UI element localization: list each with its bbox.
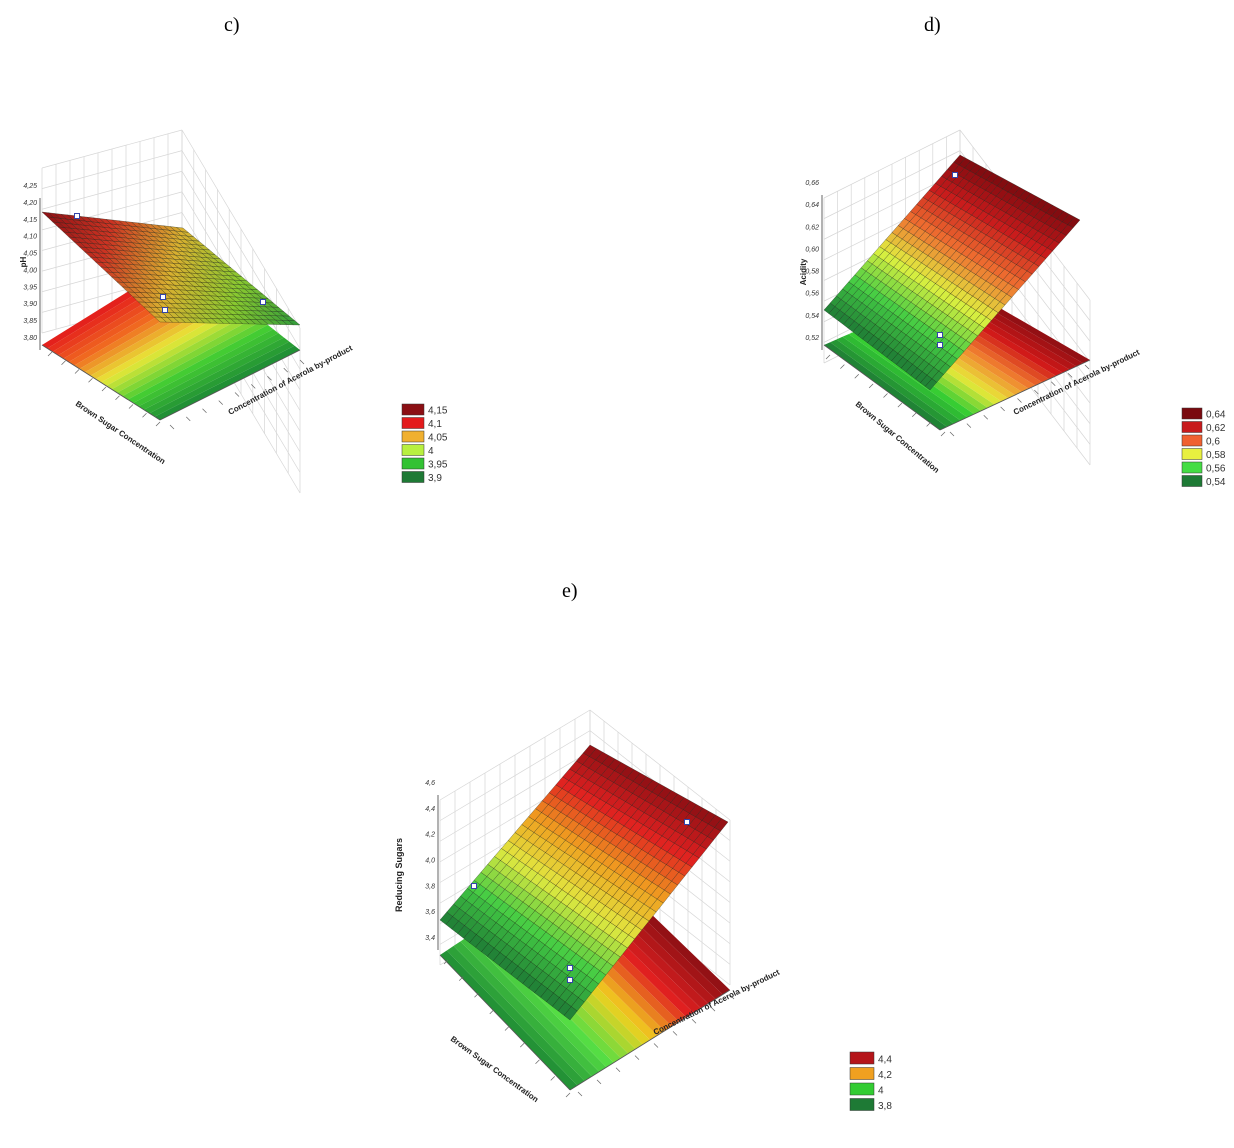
z-tick-label: 3,80	[23, 335, 37, 342]
z-tick-label: 0,52	[805, 335, 819, 342]
z-tick-label: 4,05	[23, 251, 37, 258]
z-axis-label: Reducing Sugars	[394, 838, 404, 912]
response-surface-e	[439, 744, 729, 1021]
z-tick-label: 4,10	[23, 234, 37, 241]
legend-swatch	[1181, 475, 1203, 487]
z-tick-label: 4,4	[425, 806, 435, 813]
design-point	[567, 977, 573, 983]
z-tick-label: 4,6	[425, 780, 435, 787]
panel-label-d: d)	[924, 14, 941, 36]
design-point	[74, 213, 80, 219]
floor-ticks-d	[825, 354, 1090, 437]
z-tick-label: 4,20	[23, 200, 37, 207]
z-tick-label: 0,64	[805, 202, 819, 209]
legend-label: 0,56	[1206, 464, 1226, 475]
legend-swatch	[401, 417, 425, 429]
z-axis-label: pH	[19, 256, 28, 267]
legend-c: 4,15 4,1 4,05 4 3,95 3,9	[401, 403, 448, 484]
legend-swatch	[849, 1082, 875, 1096]
legend-e: 4,4 4,2 4 3,8	[849, 1051, 892, 1112]
z-tick-label: 0,58	[805, 269, 819, 276]
legend-label: 4	[428, 446, 434, 457]
legend-label: 3,95	[428, 460, 448, 471]
panel-label-c: c)	[224, 14, 240, 36]
z-tick-label: 0,54	[805, 313, 819, 320]
z-tick-label: 4,00	[23, 267, 37, 274]
z-tick-label: 0,60	[805, 246, 819, 253]
z-tick-label: 3,90	[23, 301, 37, 308]
legend-label: 3,8	[878, 1101, 892, 1112]
legend-swatch	[1181, 448, 1203, 460]
axis-frame-c	[39, 198, 301, 421]
design-point	[567, 965, 573, 971]
design-point	[952, 172, 958, 178]
legend-swatch	[1181, 461, 1203, 474]
z-tick-label: 4,15	[23, 217, 37, 224]
design-point	[160, 294, 166, 300]
axis-frame-e	[437, 795, 731, 1091]
z-tick-label: 4,25	[23, 183, 37, 190]
chart-c: 4,25 4,20 4,15 4,10 4,05 4,00 3,95 3,90 3,85 3,80…	[19, 129, 448, 494]
design-point	[684, 819, 690, 825]
legend-label: 0,54	[1206, 477, 1226, 488]
z-tick-label: 3,95	[23, 284, 37, 291]
legend-label: 4	[878, 1086, 884, 1097]
z-tick-label: 4,2	[425, 832, 435, 839]
z-tick-label: 0,66	[805, 180, 819, 187]
legend-swatch	[401, 444, 425, 456]
response-surface-d	[823, 154, 1081, 391]
legend-label: 4,2	[878, 1070, 892, 1081]
legend-swatch	[849, 1067, 875, 1080]
z-tick-label: 3,6	[425, 909, 435, 916]
z-tick-label: 3,85	[23, 318, 37, 325]
z-tick-label: 0,62	[805, 224, 819, 231]
legend-swatch	[849, 1098, 875, 1111]
floor-ticks-c	[47, 351, 305, 430]
design-point	[937, 342, 943, 348]
design-point	[162, 307, 168, 313]
z-axis-label: Acidity	[799, 258, 808, 285]
legend-label: 4,1	[428, 419, 442, 430]
legend-label: 0,62	[1206, 423, 1226, 434]
axis-frame-d	[821, 195, 1091, 431]
legend-d: 0,64 0,62 0,6 0,58 0,56 0,54	[1181, 407, 1226, 488]
legend-label: 4,15	[428, 406, 448, 417]
legend-swatch	[1181, 421, 1203, 433]
design-point	[471, 883, 477, 889]
z-tick-label: 4,0	[425, 858, 435, 865]
design-point	[937, 332, 943, 338]
legend-swatch	[1181, 434, 1203, 447]
legend-label: 0,64	[1206, 410, 1226, 421]
floor-ticks-e	[443, 959, 735, 1098]
legend-swatch	[401, 457, 425, 470]
z-tick-label: 3,4	[425, 935, 435, 942]
legend-swatch	[849, 1051, 875, 1065]
legend-swatch	[401, 430, 425, 443]
legend-label: 4,4	[878, 1055, 892, 1066]
design-point	[260, 299, 266, 305]
legend-label: 0,6	[1206, 437, 1220, 448]
legend-swatch	[401, 403, 425, 416]
legend-label: 4,05	[428, 433, 448, 444]
legend-swatch	[401, 471, 425, 483]
legend-label: 0,58	[1206, 450, 1226, 461]
legend-label: 3,9	[428, 473, 442, 484]
z-tick-label: 3,8	[425, 883, 435, 890]
z-tick-label: 0,56	[805, 291, 819, 298]
panel-label-e: e)	[562, 580, 578, 602]
response-surface-c	[41, 211, 301, 326]
legend-swatch	[1181, 407, 1203, 420]
